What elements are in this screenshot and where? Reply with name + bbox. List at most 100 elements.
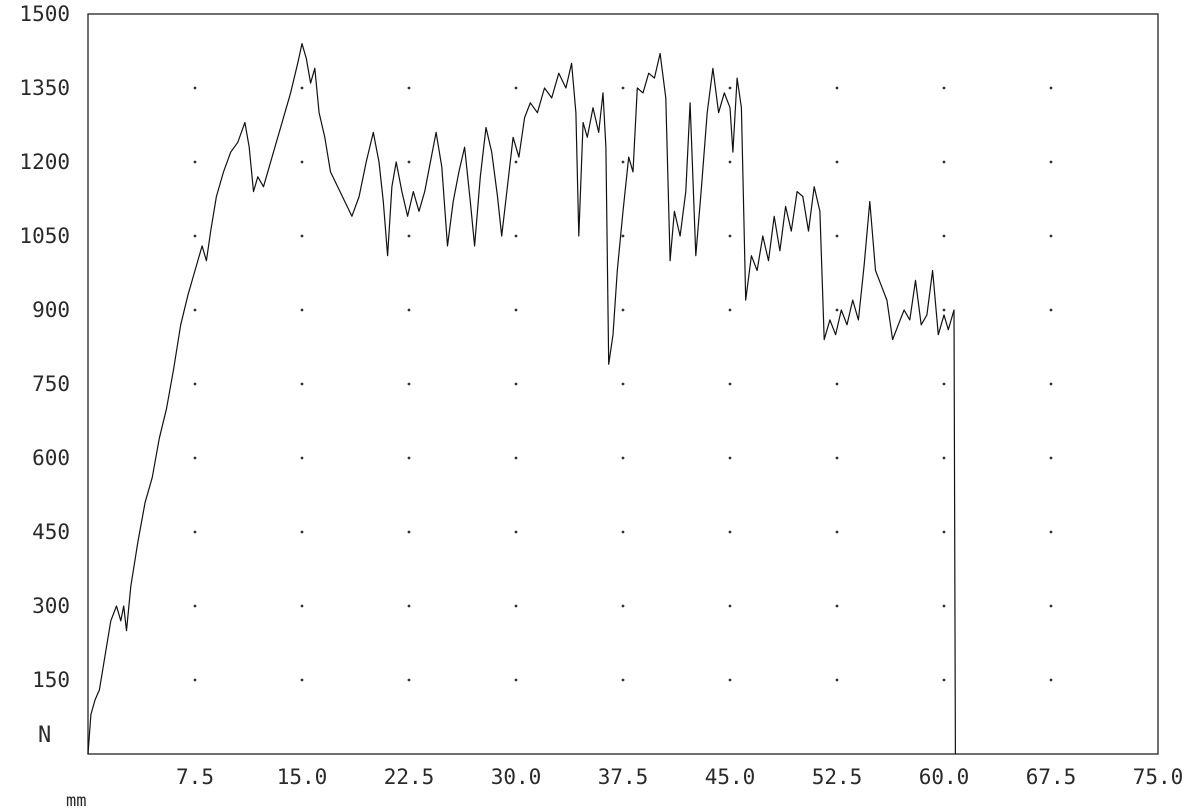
- grid-dot: [835, 530, 839, 534]
- y-tick-label: 450: [32, 520, 70, 544]
- grid-dot: [514, 234, 518, 238]
- grid-dot: [942, 308, 946, 312]
- y-tick-label: 150: [32, 668, 70, 692]
- grid-dot: [621, 604, 625, 608]
- grid-dot: [1049, 234, 1053, 238]
- y-axis-unit-label: N: [38, 723, 51, 748]
- grid-dot: [407, 456, 411, 460]
- grid-dot: [300, 308, 304, 312]
- grid-dot: [1049, 678, 1053, 682]
- grid-dot: [621, 678, 625, 682]
- grid-dot: [942, 160, 946, 164]
- x-tick-label: 67.5: [1026, 765, 1077, 789]
- grid-dot: [514, 160, 518, 164]
- grid-dot: [407, 86, 411, 90]
- grid-dot: [193, 308, 197, 312]
- grid-dot: [193, 530, 197, 534]
- grid-dot: [407, 530, 411, 534]
- grid-dot: [407, 678, 411, 682]
- grid-dot: [942, 456, 946, 460]
- y-tick-label: 1050: [19, 224, 70, 248]
- grid-dot: [193, 234, 197, 238]
- grid-dot: [728, 530, 732, 534]
- grid-dot: [621, 308, 625, 312]
- grid-dot: [1049, 530, 1053, 534]
- plot-frame: [87, 13, 1159, 755]
- grid-dot: [300, 530, 304, 534]
- grid-dot: [407, 604, 411, 608]
- y-tick-label: 1500: [19, 2, 70, 26]
- grid-dot: [193, 678, 197, 682]
- x-tick-label: 7.5: [176, 765, 214, 789]
- grid-dot: [1049, 456, 1053, 460]
- grid-dot: [407, 234, 411, 238]
- grid-dot: [835, 160, 839, 164]
- grid-dot: [728, 160, 732, 164]
- grid-dot: [407, 308, 411, 312]
- x-tick-label: 22.5: [384, 765, 435, 789]
- grid-dot: [514, 604, 518, 608]
- grid-dot: [942, 530, 946, 534]
- grid-dot: [835, 604, 839, 608]
- grid-dot: [300, 456, 304, 460]
- grid-dot: [621, 234, 625, 238]
- y-tick-label: 750: [32, 372, 70, 396]
- grid-dot: [514, 308, 518, 312]
- y-tick-label: 300: [32, 594, 70, 618]
- x-axis-unit-label: mm: [66, 791, 86, 809]
- grid-dot: [300, 678, 304, 682]
- grid-dot: [621, 530, 625, 534]
- x-tick-label: 75.0: [1133, 765, 1184, 789]
- grid-dot: [1049, 604, 1053, 608]
- grid-dot: [835, 86, 839, 90]
- grid-dot: [193, 160, 197, 164]
- grid-dot: [621, 160, 625, 164]
- grid-dot: [728, 308, 732, 312]
- y-axis-tick-labels: 1500 1350 1200 1050 900 750 600 450 300 150: [19, 2, 70, 692]
- grid-dot: [300, 86, 304, 90]
- y-tick-label: 1350: [19, 76, 70, 100]
- x-tick-label: 30.0: [491, 765, 542, 789]
- grid-dot: [1049, 86, 1053, 90]
- grid-dot: [1049, 160, 1053, 164]
- grid-dot: [835, 456, 839, 460]
- grid-dot: [728, 86, 732, 90]
- grid-dot: [728, 382, 732, 386]
- grid-dot: [300, 234, 304, 238]
- x-axis-tick-labels: 7.5 15.0 22.5 30.0 37.5 45.0 52.5 60.0 67.5 75.0: [176, 765, 1183, 789]
- series-line: [87, 42, 957, 755]
- grid-dot: [193, 604, 197, 608]
- grid-dot: [728, 456, 732, 460]
- grid-dot: [621, 382, 625, 386]
- grid-dot: [835, 382, 839, 386]
- grid-dot: [835, 234, 839, 238]
- grid-dot: [514, 86, 518, 90]
- x-tick-label: 45.0: [705, 765, 756, 789]
- grid-dot: [942, 382, 946, 386]
- grid-dot: [514, 382, 518, 386]
- grid-dot: [193, 456, 197, 460]
- grid-dot: [300, 160, 304, 164]
- x-tick-label: 52.5: [812, 765, 863, 789]
- grid-dot: [942, 234, 946, 238]
- grid-dot: [300, 382, 304, 386]
- grid-dot: [1049, 382, 1053, 386]
- grid-dot: [514, 530, 518, 534]
- grid-dot: [407, 160, 411, 164]
- x-tick-label: 60.0: [919, 765, 970, 789]
- grid-dot: [621, 456, 625, 460]
- grid-dot: [407, 382, 411, 386]
- grid-dot: [193, 86, 197, 90]
- y-tick-label: 900: [32, 298, 70, 322]
- grid-dot: [193, 382, 197, 386]
- y-tick-label: 600: [32, 446, 70, 470]
- grid-dot: [300, 604, 304, 608]
- grid-dot: [835, 308, 839, 312]
- y-tick-label: 1200: [19, 150, 70, 174]
- grid-dot: [942, 604, 946, 608]
- x-tick-label: 15.0: [277, 765, 328, 789]
- grid-dot: [942, 86, 946, 90]
- x-tick-label: 37.5: [598, 765, 649, 789]
- grid-dot: [1049, 308, 1053, 312]
